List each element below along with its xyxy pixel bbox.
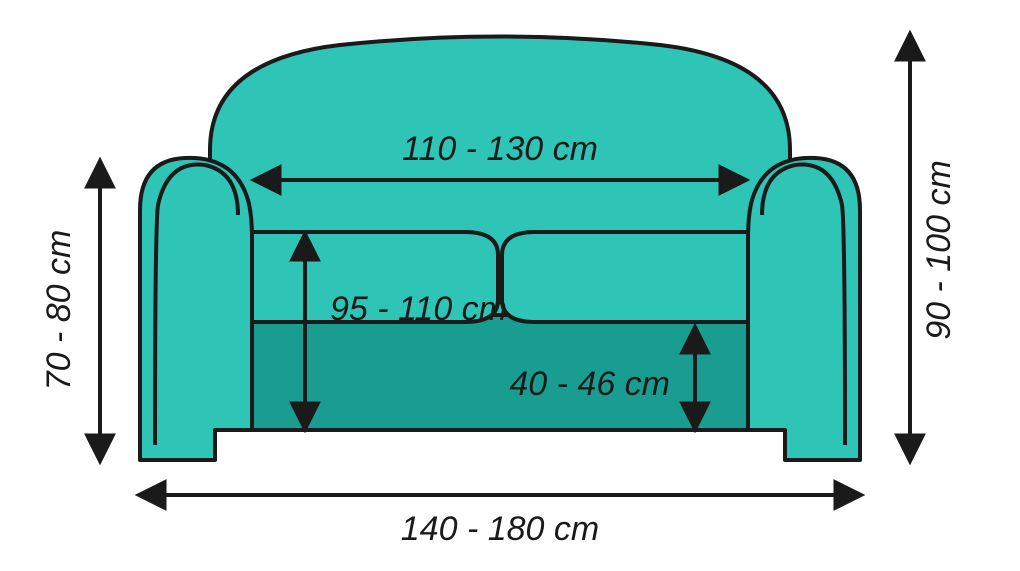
- label-total-height: 90 - 100 cm: [920, 160, 958, 340]
- sofa-dimension-diagram: 110 - 130 cm 95 - 110 cm 40 - 46 cm 140 …: [0, 0, 1020, 571]
- sofa-drawing: [140, 37, 860, 461]
- label-arm-height: 70 - 80 cm: [40, 230, 78, 391]
- label-inner-width: 110 - 130 cm: [402, 130, 598, 168]
- label-seat-depth: 95 - 110 cm: [330, 290, 507, 328]
- sofa-seat-front: [210, 315, 790, 430]
- label-total-width: 140 - 180 cm: [401, 510, 599, 548]
- label-seat-height: 40 - 46 cm: [509, 365, 670, 403]
